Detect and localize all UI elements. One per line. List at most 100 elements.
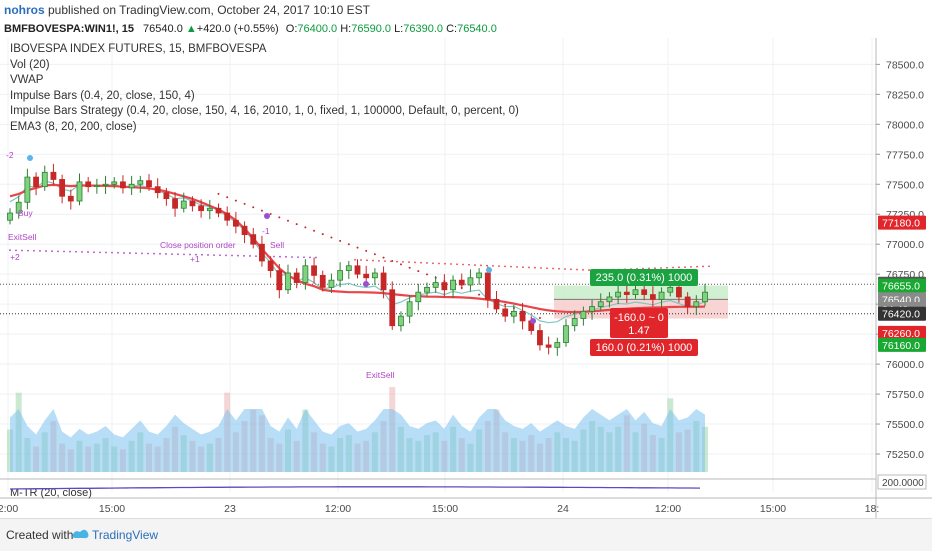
candle-body [93,185,100,188]
signal-label: Close position order [160,240,236,250]
candle-body [641,289,648,295]
close-label: C: [446,23,458,35]
price-tick: 75750.0 [886,389,924,401]
stop-dot [478,293,481,296]
candle-body [623,291,630,295]
candle-body [67,195,74,202]
time-tick: 18: [865,503,880,515]
candle-body [285,272,291,291]
stop-dot [373,253,376,256]
legend-line[interactable]: Vol (20) [10,58,50,71]
stop-dot [414,261,416,264]
target-dot [21,249,23,252]
target-dot [279,255,281,258]
stop-dot [438,262,440,265]
stop-dot [420,261,422,264]
candle-body [215,207,222,214]
footer: Created with TradingView [0,518,932,551]
target-dot [219,254,221,257]
time-tick: 24 [557,503,569,515]
target-dot [129,252,131,254]
candle-body [519,310,526,322]
signal-label: Buy [18,208,33,218]
publish-info: published on TradingView.com, October 24… [44,3,370,17]
price-label: 76420.0 [882,309,920,321]
stop-dot [654,267,656,270]
candle-body [259,243,265,262]
legend-line[interactable]: Impulse Bars Strategy (0.4, 20, close, 1… [10,105,519,117]
stop-dot [504,265,506,268]
center-label-box [610,308,668,338]
stop-dot [384,260,386,263]
time-tick: 15:00 [99,503,125,515]
time-tick: 12:00 [655,503,681,515]
candle-body [380,272,387,291]
stop-label: 160.0 (0.21%) 1000 [596,342,693,354]
author-name[interactable]: nohros [4,3,45,17]
created-with-label: Created with [6,528,74,542]
price-chart[interactable]: Close position order ExitSell ExitSell Sell… [0,38,932,518]
stop-dot [538,317,541,320]
target-dot [177,253,179,256]
candle-body [241,225,248,236]
candle-body [458,279,465,286]
target-dot [9,249,11,252]
stop-dot [486,264,488,267]
candle-body [319,274,326,288]
symbol-bar: BMFBOVESPA:WIN1!, 15 76540.0 ▲+420.0 (+0… [0,20,932,38]
close-value: 76540.0 [457,23,497,35]
target-dot [141,252,143,255]
candle-body [206,207,213,212]
candle-body [493,298,500,310]
signal-marker [27,155,33,161]
center-label: 1.47 [628,325,649,337]
candle-body [415,291,422,303]
stop-dot [354,258,356,261]
signal-label: Sell [270,240,284,250]
target-dot [273,255,275,258]
target-dot [231,254,233,257]
stop-label-box [590,339,698,356]
legend-line[interactable]: IBOVESPA INDEX FUTURES, 15, BMFBOVESPA [10,43,267,55]
stop-dot [702,265,704,268]
target-dot [63,250,65,253]
target-dot [303,256,305,259]
legend-line[interactable]: EMA3 (8, 20, 200, close) [10,120,137,133]
time-tick: 2:00 [0,503,18,515]
target-dot [213,254,215,256]
signal-marker [486,267,492,273]
target-dot [45,250,47,252]
target-dot [117,251,119,254]
target-dot [99,251,101,254]
target-dot [75,250,77,253]
tradingview-brand[interactable]: TradingView [92,528,159,542]
candle-body [111,181,118,185]
stop-dot [534,266,536,269]
candle-body [198,205,205,212]
stop-dot [417,270,420,273]
target-dot [315,256,317,259]
stop-dot [234,199,237,202]
target-dot [165,253,167,255]
signal-label: +1 [190,254,200,264]
signal-marker [530,318,536,324]
stop-dot [252,206,255,209]
stop-dot [360,259,362,261]
target-dot [15,249,17,252]
legend-line[interactable]: Impulse Bars (0.4, 20, close, 150, 4) [10,89,195,102]
candle-body [163,192,170,200]
price-tick: 77750.0 [886,149,924,161]
time-axis[interactable]: 2:00 15:00 23 12:00 15:00 24 12:00 15:00 18: [0,503,879,515]
position-zones[interactable] [0,283,876,319]
target-dot [249,255,251,257]
price-label: 76160.0 [882,340,920,352]
candle-body [180,200,187,209]
target-dot [309,256,311,259]
candle-body [137,180,144,185]
candle-body [676,286,682,298]
last-price: 76540.0 [143,23,183,35]
candle-body [128,183,135,189]
legend-line[interactable]: VWAP [10,74,44,86]
candle-body [328,279,335,288]
price-axis[interactable]: 78500.078250.078000.077750.077500.077250… [876,59,926,461]
